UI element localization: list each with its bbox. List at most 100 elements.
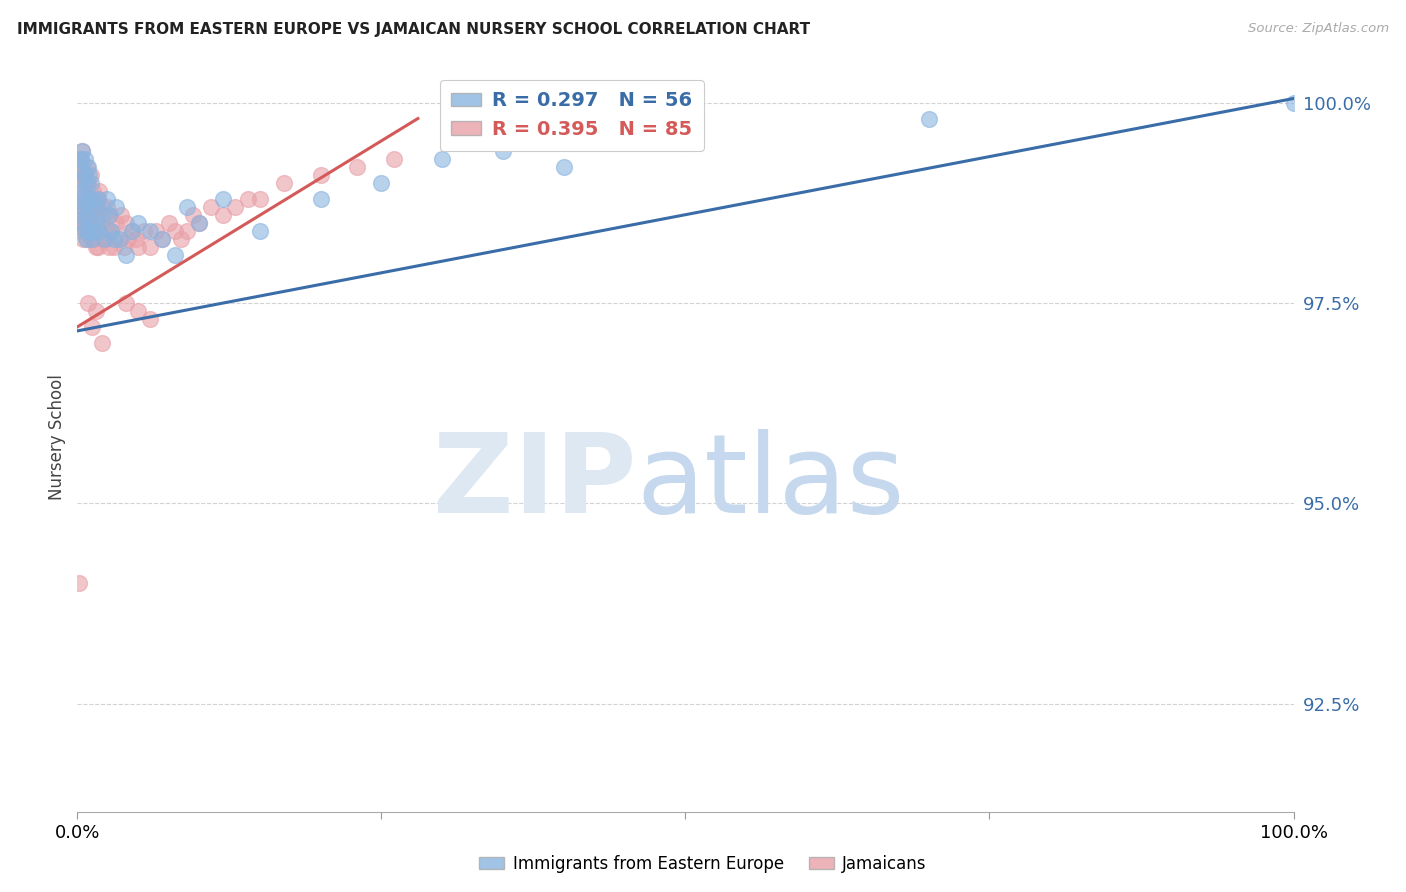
Point	[67, 192, 90, 206]
Point	[188, 216, 211, 230]
Point	[80, 224, 103, 238]
Point	[97, 224, 120, 238]
Point	[212, 208, 235, 222]
Point	[91, 232, 114, 246]
Point	[163, 224, 186, 238]
Point	[139, 240, 162, 254]
Point	[89, 184, 111, 198]
Point	[224, 200, 246, 214]
Point	[69, 168, 91, 182]
Point	[675, 136, 697, 150]
Point	[77, 224, 100, 238]
Point	[77, 224, 100, 238]
Point	[87, 240, 110, 254]
Point	[115, 296, 138, 310]
Point	[80, 216, 103, 230]
Point	[82, 232, 104, 246]
Point	[139, 311, 162, 326]
Point	[77, 296, 100, 310]
Point	[90, 335, 112, 350]
Point	[127, 216, 149, 230]
Point	[152, 232, 174, 246]
Point	[492, 144, 515, 158]
Point	[70, 144, 93, 158]
Point	[84, 200, 107, 214]
Point	[249, 224, 271, 238]
Point	[67, 160, 90, 174]
Point	[139, 224, 162, 238]
Point	[93, 232, 115, 246]
Point	[80, 176, 103, 190]
Point	[236, 192, 259, 206]
Point	[89, 224, 111, 238]
Point	[105, 200, 128, 214]
Point	[90, 200, 112, 214]
Point	[96, 200, 118, 214]
Point	[87, 192, 110, 206]
Point	[73, 152, 96, 166]
Point	[103, 232, 125, 246]
Text: IMMIGRANTS FROM EASTERN EUROPE VS JAMAICAN NURSERY SCHOOL CORRELATION CHART: IMMIGRANTS FROM EASTERN EUROPE VS JAMAIC…	[17, 22, 810, 37]
Point	[121, 224, 143, 238]
Point	[249, 192, 271, 206]
Point	[181, 208, 204, 222]
Point	[67, 576, 90, 591]
Point	[73, 168, 96, 182]
Point	[69, 216, 91, 230]
Point	[93, 208, 115, 222]
Point	[163, 248, 186, 262]
Point	[83, 224, 105, 238]
Point	[176, 224, 198, 238]
Point	[107, 232, 129, 246]
Point	[80, 168, 103, 182]
Point	[69, 192, 91, 206]
Point	[212, 192, 235, 206]
Point	[86, 216, 108, 230]
Point	[370, 176, 392, 190]
Point	[97, 208, 120, 222]
Point	[94, 232, 117, 246]
Point	[117, 232, 139, 246]
Legend: Immigrants from Eastern Europe, Jamaicans: Immigrants from Eastern Europe, Jamaican…	[472, 848, 934, 880]
Point	[73, 224, 96, 238]
Point	[170, 232, 193, 246]
Point	[70, 224, 93, 238]
Point	[152, 232, 174, 246]
Point	[86, 208, 108, 222]
Point	[108, 232, 131, 246]
Point	[72, 176, 94, 190]
Point	[200, 200, 222, 214]
Point	[188, 216, 211, 230]
Text: Source: ZipAtlas.com: Source: ZipAtlas.com	[1249, 22, 1389, 36]
Point	[77, 176, 100, 190]
Point	[70, 208, 93, 222]
Point	[70, 208, 93, 222]
Legend: R = 0.297   N = 56, R = 0.395   N = 85: R = 0.297 N = 56, R = 0.395 N = 85	[440, 79, 704, 151]
Point	[83, 224, 105, 238]
Point	[75, 192, 97, 206]
Point	[69, 152, 91, 166]
Point	[75, 232, 97, 246]
Point	[75, 224, 97, 238]
Point	[70, 160, 93, 174]
Point	[430, 152, 453, 166]
Point	[309, 168, 332, 182]
Point	[73, 168, 96, 182]
Point	[80, 192, 103, 206]
Point	[87, 192, 110, 206]
Point	[76, 208, 98, 222]
Point	[145, 224, 167, 238]
Point	[84, 192, 107, 206]
Point	[79, 192, 101, 206]
Point	[121, 224, 143, 238]
Y-axis label: Nursery School: Nursery School	[48, 374, 66, 500]
Point	[103, 240, 125, 254]
Point	[89, 216, 111, 230]
Point	[157, 216, 180, 230]
Point	[382, 152, 405, 166]
Point	[98, 208, 121, 222]
Point	[553, 160, 575, 174]
Point	[273, 176, 295, 190]
Point	[80, 192, 103, 206]
Point	[115, 248, 138, 262]
